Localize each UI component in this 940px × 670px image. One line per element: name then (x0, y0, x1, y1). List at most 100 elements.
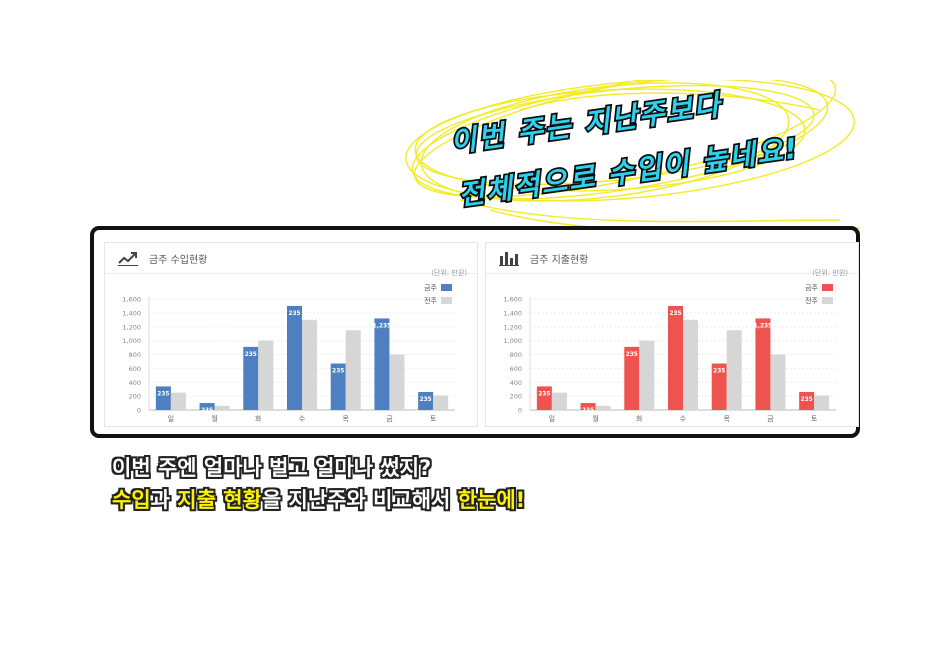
bar-data-label: 235 (201, 408, 213, 414)
income-panel-unit: (단위: 만원) (431, 269, 467, 277)
expense-panel-header: 금주 지출현황 (486, 243, 858, 274)
headline-text-1: 과 (150, 488, 178, 512)
headline-line-2: 수입과 지출 현황을 지난주와 비교해서 한눈에! (112, 484, 525, 514)
bar-this-week (155, 386, 171, 410)
bar-last-week (302, 319, 317, 410)
bar-this-week (755, 318, 771, 410)
x-tick-label: 일 (168, 414, 174, 423)
bar-data-label: 235 (801, 397, 813, 403)
y-tick-label: 200 (510, 393, 522, 401)
income-bar-chart: 0 200 400 600 800 1,000 1,200 1,400 1,600 235 일 235… (122, 284, 455, 423)
legend-label: 금주 (424, 284, 437, 292)
y-tick-label: 600 (510, 365, 522, 373)
bar-this-week (580, 403, 596, 410)
bar-this-week (243, 346, 259, 410)
bar-this-week (624, 346, 640, 410)
y-tick-label: 1,000 (503, 337, 522, 345)
headline-line-1: 이번 주엔 얼마나 벌고 얼마나 썼지? (112, 456, 432, 480)
bar-this-week (374, 318, 390, 410)
callout-bubble: 이번 주는 지난주보다 전체적으로 수입이 높네요! (405, 80, 861, 232)
bar-data-label: 235 (245, 352, 257, 358)
bar-chart-icon (499, 252, 519, 266)
y-tick-label: 800 (510, 351, 522, 359)
bar-data-label: 235 (669, 311, 681, 317)
legend-swatch (822, 297, 833, 304)
legend-label: 전주 (424, 296, 437, 305)
expense-panel-unit: (단위: 만원) (812, 269, 848, 277)
bar-last-week (639, 340, 655, 410)
bar-last-week (551, 392, 567, 410)
x-tick-label: 금 (386, 415, 393, 423)
bar-last-week (770, 354, 786, 410)
bar-last-week (433, 395, 449, 410)
income-panel: 금주 수입현황 (단위: 만원) 0 200 400 600 800 1,000 1,200… (104, 242, 478, 427)
x-tick-label: 일 (549, 414, 555, 423)
legend-label: 전주 (805, 296, 818, 305)
y-tick-label: 1,400 (122, 309, 141, 317)
y-tick-label: 200 (129, 393, 141, 401)
y-tick-label: 1,000 (122, 337, 141, 345)
x-tick-label: 수 (680, 415, 687, 423)
y-tick-label: 600 (129, 365, 141, 373)
bar-data-label: 235 (332, 369, 344, 375)
expense-bar-chart: 0 200 400 600 800 1,000 1,200 1,400 1,600 235 일 235… (503, 284, 836, 423)
bar-last-week (814, 395, 830, 410)
legend-label: 금주 (805, 284, 818, 292)
y-tick-label: 1,200 (503, 323, 522, 331)
y-tick-label: 1,600 (503, 296, 522, 304)
bar-this-week (799, 391, 815, 410)
bar-last-week (214, 405, 230, 410)
y-tick-label: 0 (518, 407, 522, 415)
bar-last-week (345, 330, 361, 410)
bar-data-label: 235 (288, 311, 300, 317)
bar-last-week (683, 319, 698, 410)
bar-data-label: 235 (420, 397, 432, 403)
bar-this-week (711, 363, 727, 410)
bar-this-week (199, 403, 215, 410)
x-tick-label: 월 (592, 414, 598, 423)
bar-this-week (536, 386, 552, 410)
line-chart-icon (118, 252, 138, 266)
x-tick-label: 월 (211, 414, 217, 423)
y-tick-label: 800 (129, 351, 141, 359)
bar-data-label: 235 (157, 391, 169, 397)
bar-last-week (389, 354, 405, 410)
x-tick-label: 목 (723, 415, 730, 423)
x-tick-label: 토 (430, 415, 437, 423)
x-tick-label: 수 (299, 415, 306, 423)
x-tick-label: 화 (636, 415, 643, 423)
bar-last-week (258, 340, 274, 410)
bar-data-label: 1,235 (373, 323, 391, 329)
y-tick-label: 1,600 (122, 296, 141, 304)
x-tick-label: 토 (811, 415, 818, 423)
x-tick-label: 화 (255, 415, 262, 423)
headline-highlight-glance: 한눈에! (457, 488, 526, 512)
bar-data-label: 235 (626, 352, 638, 358)
legend-swatch (441, 297, 452, 304)
y-tick-label: 1,200 (122, 323, 141, 331)
bar-data-label: 1,235 (754, 323, 772, 329)
headline-highlight-income: 수입 (112, 488, 151, 512)
legend-swatch (441, 284, 452, 291)
expense-panel-title: 금주 지출현황 (530, 255, 589, 266)
bar-this-week (287, 305, 302, 410)
headline-text-2: 을 지난주와 비교해서 (261, 488, 458, 512)
bar-last-week (170, 392, 186, 410)
income-panel-header: 금주 수입현황 (105, 243, 477, 274)
income-panel-title: 금주 수입현황 (149, 255, 208, 266)
bar-data-label: 235 (713, 369, 725, 375)
bar-last-week (726, 330, 742, 410)
bar-this-week (418, 391, 434, 410)
bar-this-week (330, 363, 346, 410)
x-tick-label: 목 (342, 415, 349, 423)
y-tick-label: 1,400 (503, 309, 522, 317)
bar-this-week (668, 305, 683, 410)
bar-last-week (595, 405, 611, 410)
headline-highlight-status: 지출 현황 (177, 488, 262, 512)
y-tick-label: 400 (129, 379, 141, 387)
y-tick-label: 400 (510, 379, 522, 387)
charts-frame: 금주 수입현황 (단위: 만원) 0 200 400 600 800 1,000 1,200… (90, 226, 860, 438)
legend-swatch (822, 284, 833, 291)
y-tick-label: 0 (137, 407, 141, 415)
x-tick-label: 금 (767, 415, 774, 423)
